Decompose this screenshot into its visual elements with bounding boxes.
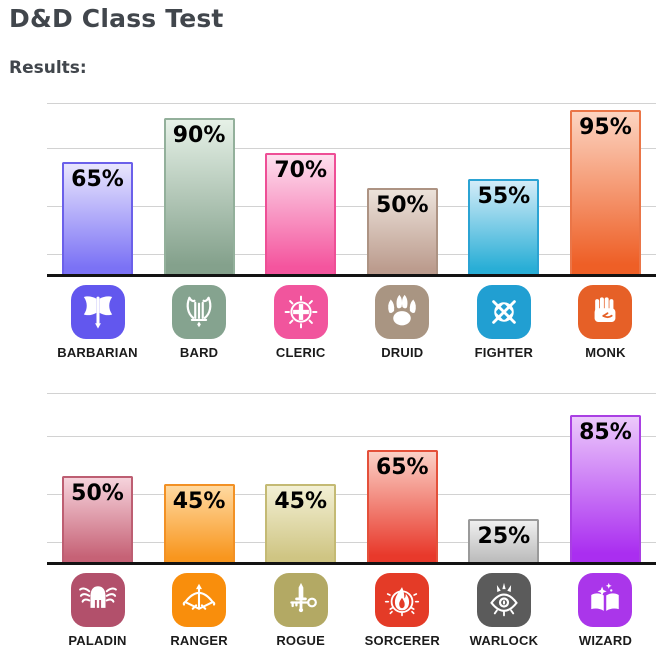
bar-monk: 95% bbox=[569, 109, 641, 274]
axe-icon bbox=[70, 285, 125, 339]
bar-value: 55% bbox=[477, 183, 531, 209]
bar-value: 65% bbox=[71, 166, 124, 192]
results-label: Results: bbox=[9, 58, 87, 78]
bar-paladin: 50% bbox=[62, 475, 133, 562]
bar-warlock: 25% bbox=[468, 518, 540, 562]
class-label: WIZARD bbox=[578, 633, 633, 648]
lyre-icon bbox=[172, 285, 227, 339]
class-label: BARBARIAN bbox=[57, 345, 138, 360]
bar-value: 90% bbox=[172, 123, 226, 149]
class-cell-warlock: WARLOCK bbox=[468, 573, 539, 649]
class-cell-wizard: WIZARD bbox=[570, 573, 641, 649]
gridline bbox=[47, 494, 656, 495]
class-cell-bard: BARD bbox=[164, 285, 235, 361]
bar-rogue: 45% bbox=[265, 484, 337, 562]
class-label: ROGUE bbox=[276, 633, 326, 648]
top-plot-area: 65% 90% 70% 50% 55% 95% bbox=[47, 95, 656, 277]
bar-cleric: 70% bbox=[265, 152, 337, 274]
bottom-classes-chart: 50% 45% 45% 65% 25% 85% PALADIN RANGER R… bbox=[47, 390, 656, 649]
class-cell-druid: DRUID bbox=[367, 285, 438, 361]
bar-barbarian: 65% bbox=[62, 161, 133, 274]
top-classes-chart: 65% 90% 70% 50% 55% 95% BARBARIAN BARD C… bbox=[47, 95, 656, 361]
class-label: SORCERER bbox=[364, 633, 440, 648]
bar-value: 50% bbox=[71, 480, 124, 506]
gridline bbox=[47, 206, 656, 207]
crossed-swords-icon bbox=[476, 285, 531, 339]
class-cell-rogue: ROGUE bbox=[265, 573, 336, 649]
bar-sorcerer: 65% bbox=[366, 449, 438, 562]
class-cell-sorcerer: SORCERER bbox=[364, 573, 440, 649]
class-cell-ranger: RANGER bbox=[164, 573, 235, 649]
bow-arrow-icon bbox=[172, 573, 227, 627]
spellbook-icon bbox=[578, 573, 633, 627]
class-label: RANGER bbox=[170, 633, 228, 648]
bar-value: 50% bbox=[375, 192, 429, 218]
gridline bbox=[47, 436, 656, 437]
bar-druid: 50% bbox=[366, 187, 438, 274]
bar-bard: 90% bbox=[163, 118, 235, 274]
class-cell-fighter: FIGHTER bbox=[468, 285, 539, 361]
class-cell-barbarian: BARBARIAN bbox=[57, 285, 138, 361]
paw-icon bbox=[375, 285, 430, 339]
bar-value: 25% bbox=[477, 523, 531, 549]
top-icon-row: BARBARIAN BARD CLERIC DRUID FIGHTER MONK bbox=[47, 285, 656, 361]
class-label: CLERIC bbox=[275, 345, 326, 360]
gridline bbox=[47, 393, 656, 394]
bar-value: 70% bbox=[274, 157, 328, 183]
class-label: PALADIN bbox=[68, 633, 127, 648]
class-cell-paladin: PALADIN bbox=[62, 573, 133, 649]
dagger-key-icon bbox=[273, 573, 328, 627]
gridline bbox=[47, 148, 656, 149]
bar-ranger: 45% bbox=[163, 484, 235, 562]
class-cell-monk: MONK bbox=[570, 285, 641, 361]
bar-value: 85% bbox=[579, 419, 632, 445]
gridline bbox=[47, 254, 656, 255]
bar-fighter: 55% bbox=[468, 178, 540, 274]
winged-helmet-icon bbox=[70, 573, 125, 627]
fist-icon bbox=[578, 285, 633, 339]
holy-symbol-icon bbox=[273, 285, 328, 339]
class-label: BARD bbox=[179, 345, 219, 360]
flame-icon bbox=[375, 573, 430, 627]
bar-value: 45% bbox=[172, 489, 226, 515]
class-label: WARLOCK bbox=[469, 633, 539, 648]
class-cell-cleric: CLERIC bbox=[265, 285, 336, 361]
gridline bbox=[47, 542, 656, 543]
class-label: FIGHTER bbox=[474, 345, 534, 360]
page-title: D&D Class Test bbox=[9, 4, 224, 33]
class-label: DRUID bbox=[381, 345, 424, 360]
bar-value: 45% bbox=[274, 489, 328, 515]
bar-value: 95% bbox=[579, 114, 632, 140]
bar-value: 65% bbox=[375, 454, 429, 480]
bottom-icon-row: PALADIN RANGER ROGUE SORCERER WARLOCK WI… bbox=[47, 573, 656, 649]
eye-icon bbox=[476, 573, 531, 627]
gridline bbox=[47, 103, 656, 104]
bottom-plot-area: 50% 45% 45% 65% 25% 85% bbox=[47, 390, 656, 565]
bar-wizard: 85% bbox=[569, 414, 641, 562]
class-label: MONK bbox=[585, 345, 626, 360]
